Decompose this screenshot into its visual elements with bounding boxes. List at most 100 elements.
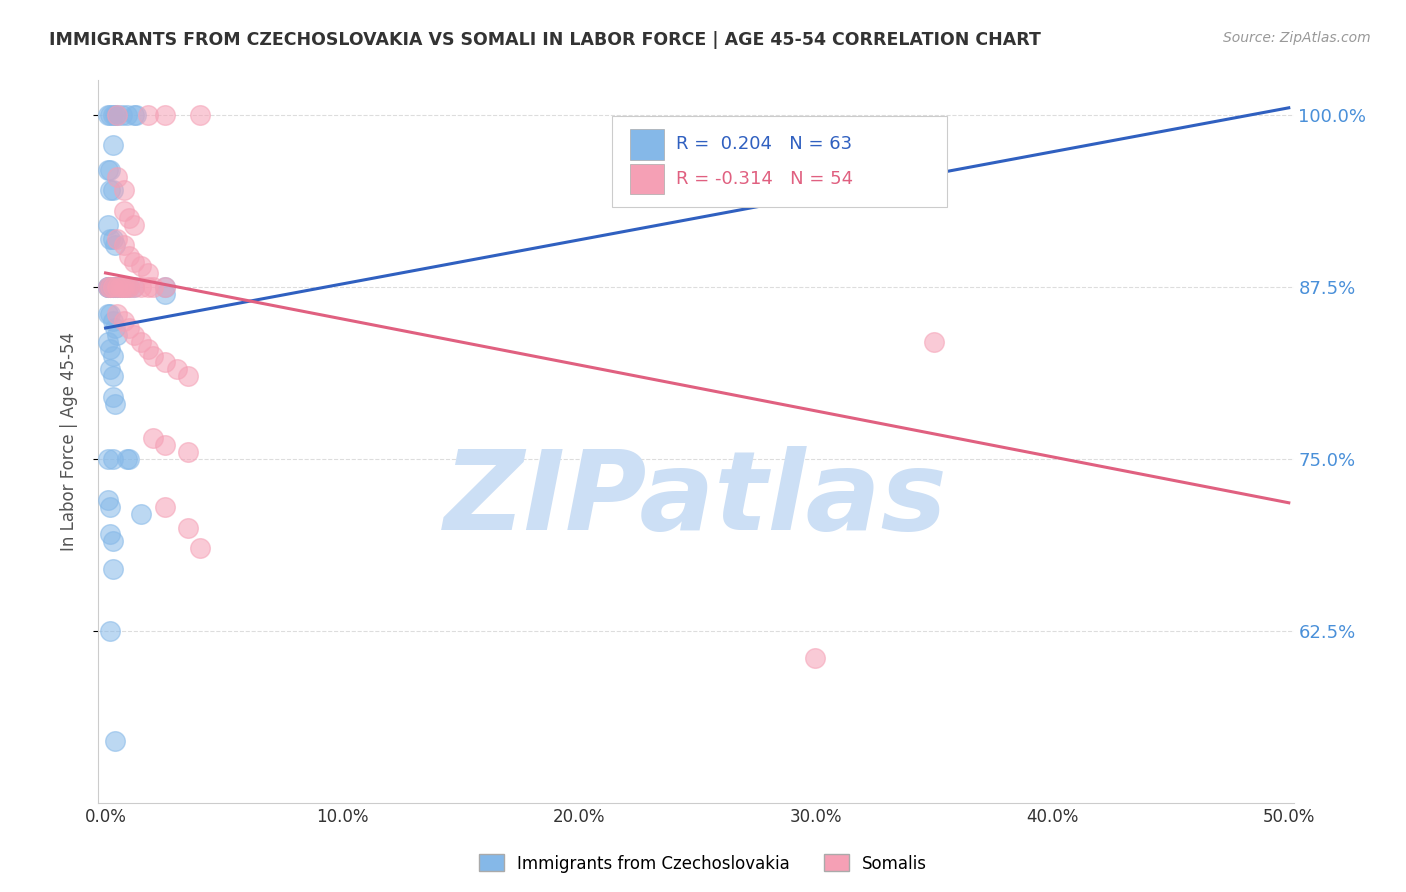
Point <box>122 279 145 293</box>
Point <box>177 369 200 384</box>
Point <box>153 286 176 301</box>
Point <box>98 231 121 245</box>
Point <box>101 183 124 197</box>
Point <box>105 169 128 184</box>
Point <box>97 334 120 349</box>
Point <box>105 307 128 321</box>
Point <box>114 183 136 197</box>
FancyBboxPatch shape <box>630 164 664 194</box>
Point <box>97 279 120 293</box>
Point <box>104 279 127 293</box>
Text: IMMIGRANTS FROM CZECHOSLOVAKIA VS SOMALI IN LABOR FORCE | AGE 45-54 CORRELATION : IMMIGRANTS FROM CZECHOSLOVAKIA VS SOMALI… <box>49 31 1040 49</box>
FancyBboxPatch shape <box>613 117 948 207</box>
Point <box>101 279 124 293</box>
Point <box>98 162 121 177</box>
Point <box>115 451 138 466</box>
Point <box>153 500 176 514</box>
Point <box>129 334 152 349</box>
Point <box>114 314 136 328</box>
Point <box>118 279 141 293</box>
Point <box>97 108 120 122</box>
Point <box>104 279 127 293</box>
Point <box>104 108 127 122</box>
Point <box>122 327 145 342</box>
Point <box>118 321 141 335</box>
Point <box>111 108 134 122</box>
Point <box>153 438 176 452</box>
Point <box>101 562 124 576</box>
Point <box>101 279 124 293</box>
Point <box>111 279 134 293</box>
Point <box>98 342 121 356</box>
Point <box>105 108 128 122</box>
Point <box>118 279 141 293</box>
Point <box>101 108 124 122</box>
Point <box>105 279 128 293</box>
Point <box>105 108 128 122</box>
Point <box>122 108 145 122</box>
Point <box>105 327 128 342</box>
Point <box>98 279 121 293</box>
Point <box>101 534 124 549</box>
Point <box>114 279 136 293</box>
Point <box>114 279 136 293</box>
Point <box>105 279 128 293</box>
Point <box>177 520 200 534</box>
Point <box>166 362 188 376</box>
Point <box>922 334 945 349</box>
Point <box>97 162 120 177</box>
Point <box>153 279 176 293</box>
Point <box>97 493 120 508</box>
Text: R = -0.314   N = 54: R = -0.314 N = 54 <box>676 169 853 187</box>
Point <box>104 734 127 748</box>
Point <box>136 108 159 122</box>
Point <box>97 279 120 293</box>
Point <box>153 108 176 122</box>
Point <box>98 527 121 541</box>
Point <box>98 362 121 376</box>
Point <box>98 183 121 197</box>
Point <box>98 624 121 638</box>
Point <box>136 279 159 293</box>
Point <box>136 342 159 356</box>
Point <box>153 279 176 293</box>
Point <box>97 307 120 321</box>
Point <box>101 451 124 466</box>
Point <box>142 349 165 363</box>
Point <box>98 307 121 321</box>
Point <box>101 138 124 153</box>
Point <box>122 255 145 269</box>
Point <box>101 369 124 384</box>
Text: R =  0.204   N = 63: R = 0.204 N = 63 <box>676 135 852 153</box>
Point <box>108 279 131 293</box>
Point <box>118 211 141 225</box>
Text: ZIPatlas: ZIPatlas <box>444 446 948 553</box>
Point <box>105 231 128 245</box>
Point <box>104 397 127 411</box>
Point <box>98 108 121 122</box>
Point <box>101 314 124 328</box>
Point <box>122 279 145 293</box>
Point <box>114 204 136 219</box>
Point <box>118 451 141 466</box>
Point <box>129 507 152 521</box>
Y-axis label: In Labor Force | Age 45-54: In Labor Force | Age 45-54 <box>59 332 77 551</box>
Point <box>142 431 165 445</box>
Point <box>101 231 124 245</box>
Point <box>104 321 127 335</box>
FancyBboxPatch shape <box>630 129 664 160</box>
Point <box>97 279 120 293</box>
Text: Source: ZipAtlas.com: Source: ZipAtlas.com <box>1223 31 1371 45</box>
Point <box>115 108 138 122</box>
Point <box>97 218 120 232</box>
Point <box>108 279 131 293</box>
Point <box>129 259 152 273</box>
Point <box>177 445 200 459</box>
Point <box>98 279 121 293</box>
Point <box>188 108 211 122</box>
Point <box>98 279 121 293</box>
Point <box>188 541 211 556</box>
Point <box>125 108 148 122</box>
Point <box>98 500 121 514</box>
Point <box>97 451 120 466</box>
